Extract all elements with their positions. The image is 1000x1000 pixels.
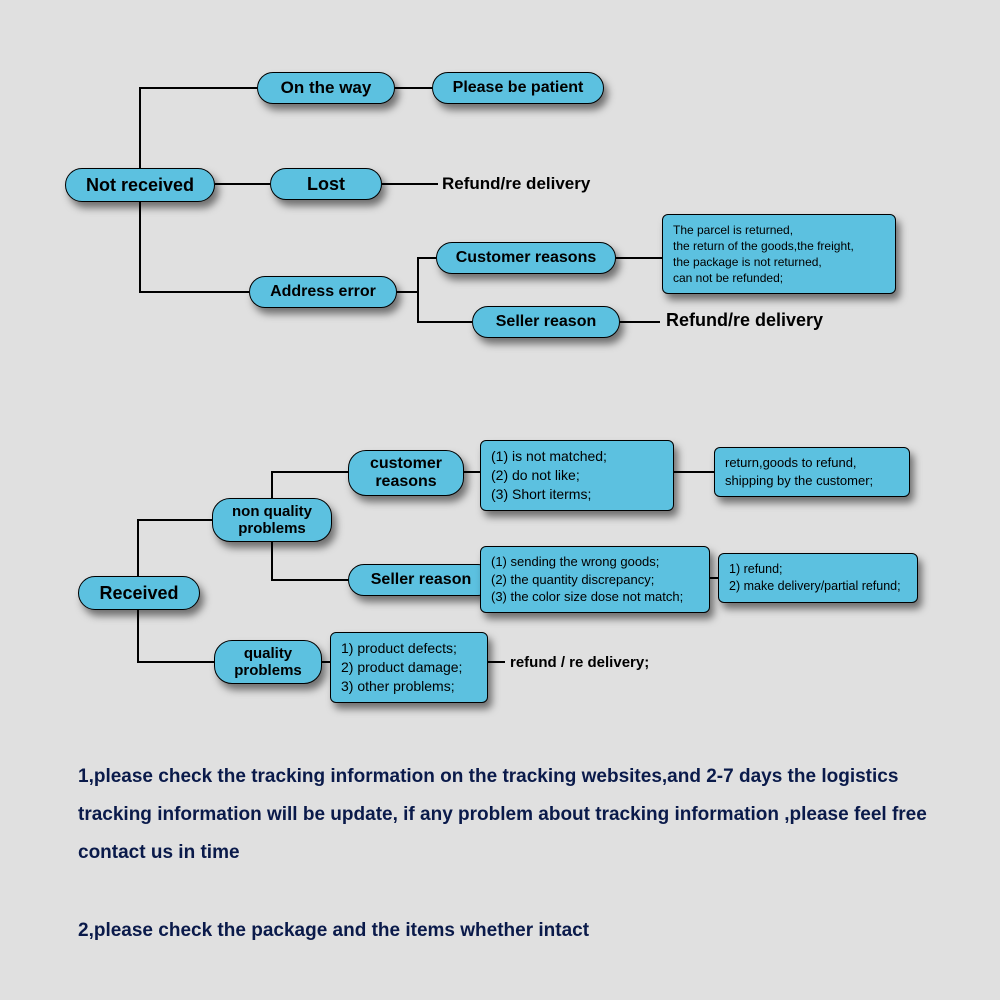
node-on-the-way: On the way	[257, 72, 395, 104]
node-sr2-box: (1) sending the wrong goods; (2) the qua…	[480, 546, 710, 613]
footer-line-1: 1,please check the tracking information …	[78, 758, 948, 872]
footer-line-2: 2,please check the package and the items…	[78, 912, 948, 950]
node-seller-reason-2: Seller reason	[348, 564, 494, 596]
node-address-error: Address error	[249, 276, 397, 308]
node-customer-reasons: Customer reasons	[436, 242, 616, 274]
node-non-quality: non quality problems	[212, 498, 332, 542]
node-not-received: Not received	[65, 168, 215, 202]
node-please-patient: Please be patient	[432, 72, 604, 104]
node-seller-reason: Seller reason	[472, 306, 620, 338]
label-refund-redelivery-1: Refund/re delivery	[442, 174, 590, 194]
node-cr2-box: (1) is not matched; (2) do not like; (3)…	[480, 440, 674, 511]
node-qp-box: 1) product defects; 2) product damage; 3…	[330, 632, 488, 703]
node-customer-reasons-2: customer reasons	[348, 450, 464, 496]
node-sr2-result: 1) refund; 2) make delivery/partial refu…	[718, 553, 918, 603]
label-refund-redelivery-2: Refund/re delivery	[666, 310, 823, 331]
flowchart-canvas: Not received On the way Please be patien…	[0, 0, 1000, 1000]
node-quality-problems: quality problems	[214, 640, 322, 684]
node-parcel-returned-box: The parcel is returned, the return of th…	[662, 214, 896, 294]
node-received: Received	[78, 576, 200, 610]
node-cr2-result: return,goods to refund, shipping by the …	[714, 447, 910, 497]
node-lost: Lost	[270, 168, 382, 200]
label-refund-redelivery-3: refund / re delivery;	[510, 654, 649, 671]
